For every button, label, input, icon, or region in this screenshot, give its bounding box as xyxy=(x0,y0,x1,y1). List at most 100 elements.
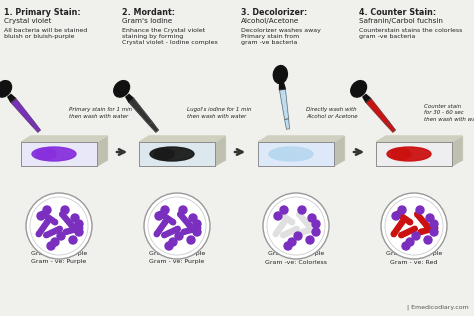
Polygon shape xyxy=(273,221,286,235)
Polygon shape xyxy=(452,136,462,166)
Circle shape xyxy=(312,220,320,228)
Text: Gram -ve: Colorless: Gram -ve: Colorless xyxy=(265,259,327,264)
Polygon shape xyxy=(363,94,371,102)
Circle shape xyxy=(75,220,83,228)
Polygon shape xyxy=(11,98,34,125)
Circle shape xyxy=(381,193,447,259)
Circle shape xyxy=(288,238,296,246)
Text: Gram - ve: Red: Gram - ve: Red xyxy=(390,259,438,264)
Polygon shape xyxy=(258,136,344,142)
Ellipse shape xyxy=(273,65,287,83)
Polygon shape xyxy=(60,213,74,227)
Circle shape xyxy=(281,233,286,238)
Circle shape xyxy=(399,233,404,238)
Circle shape xyxy=(306,236,314,244)
Text: Counterstain stains the colorless
gram -ve bacteria: Counterstain stains the colorless gram -… xyxy=(359,28,462,39)
Polygon shape xyxy=(21,142,97,166)
Circle shape xyxy=(171,220,176,225)
Polygon shape xyxy=(139,142,215,166)
Ellipse shape xyxy=(154,149,174,160)
Circle shape xyxy=(179,206,187,214)
Text: All bacteria will be stained
bluish or bluish-purple: All bacteria will be stained bluish or b… xyxy=(4,28,87,39)
Circle shape xyxy=(75,228,83,236)
Circle shape xyxy=(312,228,320,236)
Text: Gram - ve: Purple: Gram - ve: Purple xyxy=(149,259,205,264)
Polygon shape xyxy=(280,83,285,90)
Polygon shape xyxy=(302,226,318,234)
Circle shape xyxy=(300,229,305,234)
Circle shape xyxy=(415,212,419,217)
Polygon shape xyxy=(278,212,293,224)
Polygon shape xyxy=(396,212,411,224)
Circle shape xyxy=(412,226,417,231)
Circle shape xyxy=(408,220,413,225)
Text: 2. Mordant:: 2. Mordant: xyxy=(122,8,175,17)
Polygon shape xyxy=(268,136,344,160)
Circle shape xyxy=(290,220,295,225)
Polygon shape xyxy=(149,136,225,160)
Circle shape xyxy=(53,220,58,225)
Polygon shape xyxy=(21,136,107,142)
Ellipse shape xyxy=(387,147,431,161)
Polygon shape xyxy=(163,227,179,237)
Circle shape xyxy=(274,212,282,220)
Polygon shape xyxy=(97,136,107,166)
Polygon shape xyxy=(8,94,16,102)
Circle shape xyxy=(158,211,164,216)
Polygon shape xyxy=(178,213,192,227)
Polygon shape xyxy=(420,226,436,234)
Circle shape xyxy=(298,206,306,214)
Polygon shape xyxy=(376,136,462,142)
Circle shape xyxy=(44,233,49,238)
Polygon shape xyxy=(282,227,298,237)
Polygon shape xyxy=(65,226,81,234)
Circle shape xyxy=(45,219,50,224)
Circle shape xyxy=(277,211,283,216)
Circle shape xyxy=(178,212,182,217)
Circle shape xyxy=(392,212,400,220)
Circle shape xyxy=(424,223,429,228)
Circle shape xyxy=(36,232,41,237)
Circle shape xyxy=(144,193,210,259)
Circle shape xyxy=(175,226,180,231)
Circle shape xyxy=(398,206,406,214)
Circle shape xyxy=(40,211,46,216)
Text: Gram's Iodine: Gram's Iodine xyxy=(122,18,172,24)
Circle shape xyxy=(63,229,68,234)
Circle shape xyxy=(26,193,92,259)
Circle shape xyxy=(57,226,62,231)
Ellipse shape xyxy=(269,147,313,161)
Circle shape xyxy=(43,206,51,214)
Text: Decolorizer washes away
Primary stain from
gram -ve bacteria: Decolorizer washes away Primary stain fr… xyxy=(241,28,321,46)
Circle shape xyxy=(418,229,423,234)
Circle shape xyxy=(263,193,329,259)
Circle shape xyxy=(297,212,301,217)
Polygon shape xyxy=(183,226,199,234)
Text: Safranin/Carbol fuchsin: Safranin/Carbol fuchsin xyxy=(359,18,443,24)
Circle shape xyxy=(154,232,159,237)
Circle shape xyxy=(424,236,432,244)
Ellipse shape xyxy=(114,81,129,97)
Text: 4. Counter Stain:: 4. Counter Stain: xyxy=(359,8,436,17)
Text: Directly wash with
Alcohol or Acetone: Directly wash with Alcohol or Acetone xyxy=(306,107,357,119)
Circle shape xyxy=(187,236,195,244)
Polygon shape xyxy=(297,213,311,227)
Polygon shape xyxy=(280,89,289,119)
Circle shape xyxy=(308,214,316,222)
Ellipse shape xyxy=(351,81,366,97)
Polygon shape xyxy=(386,122,395,132)
Polygon shape xyxy=(258,142,334,166)
Text: Gram +ve: Purple: Gram +ve: Purple xyxy=(268,252,324,257)
Circle shape xyxy=(37,212,45,220)
Polygon shape xyxy=(386,136,462,160)
Text: Crystal violet: Crystal violet xyxy=(4,18,52,24)
Circle shape xyxy=(61,206,69,214)
Polygon shape xyxy=(31,122,40,132)
Circle shape xyxy=(430,220,438,228)
Circle shape xyxy=(306,223,311,228)
Circle shape xyxy=(57,232,65,240)
Polygon shape xyxy=(41,212,56,224)
Polygon shape xyxy=(31,136,107,160)
Ellipse shape xyxy=(273,149,293,160)
Circle shape xyxy=(416,206,424,214)
